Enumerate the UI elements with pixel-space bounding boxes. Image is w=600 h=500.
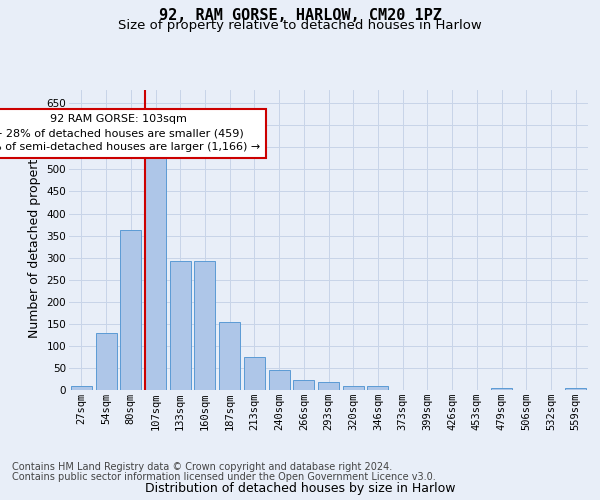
Text: Distribution of detached houses by size in Harlow: Distribution of detached houses by size …: [145, 482, 455, 495]
Text: Size of property relative to detached houses in Harlow: Size of property relative to detached ho…: [118, 19, 482, 32]
Text: Contains public sector information licensed under the Open Government Licence v3: Contains public sector information licen…: [12, 472, 436, 482]
Bar: [491, 388, 512, 390]
Bar: [145, 154, 166, 390]
Text: Contains HM Land Registry data © Crown copyright and database right 2024.: Contains HM Land Registry data © Crown c…: [12, 462, 392, 472]
Bar: [244, 357, 265, 390]
Bar: [293, 380, 314, 390]
Bar: [318, 382, 339, 390]
Y-axis label: Number of detached properties: Number of detached properties: [28, 142, 41, 338]
Bar: [120, 230, 141, 390]
Bar: [565, 388, 586, 390]
Text: 92, RAM GORSE, HARLOW, CM20 1PZ: 92, RAM GORSE, HARLOW, CM20 1PZ: [158, 8, 442, 22]
Text: 92 RAM GORSE: 103sqm
← 28% of detached houses are smaller (459)
71% of semi-deta: 92 RAM GORSE: 103sqm ← 28% of detached h…: [0, 114, 260, 152]
Bar: [269, 370, 290, 390]
Bar: [367, 386, 388, 390]
Bar: [95, 332, 116, 390]
Bar: [71, 386, 92, 390]
Bar: [194, 261, 215, 390]
Bar: [170, 261, 191, 390]
Bar: [219, 322, 240, 390]
Bar: [343, 386, 364, 390]
